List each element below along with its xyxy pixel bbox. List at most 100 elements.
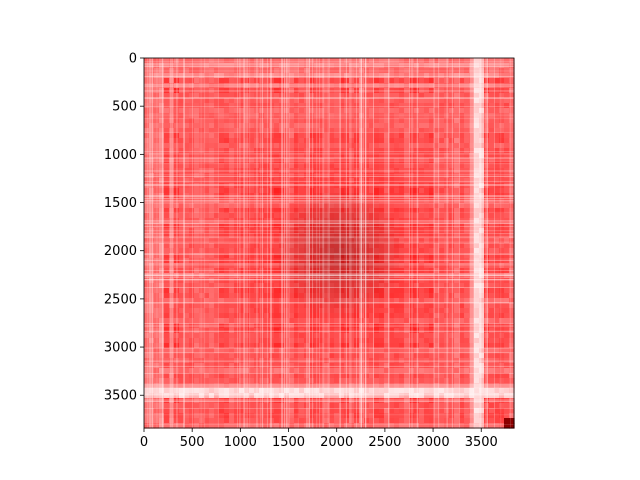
heatmap-cell bbox=[364, 273, 370, 279]
heatmap-cell bbox=[329, 118, 335, 124]
heatmap-cell bbox=[274, 298, 280, 304]
heatmap-cell bbox=[189, 283, 195, 289]
heatmap-cell bbox=[239, 363, 245, 369]
heatmap-cell bbox=[244, 183, 250, 189]
heatmap-cell bbox=[454, 333, 460, 339]
heatmap-cell bbox=[504, 253, 510, 259]
heatmap-cell bbox=[284, 238, 290, 244]
heatmap-cell bbox=[339, 213, 345, 219]
heatmap-cell bbox=[179, 288, 185, 294]
heatmap-cell bbox=[434, 383, 440, 389]
heatmap-cell bbox=[424, 188, 430, 194]
heatmap-cell bbox=[424, 158, 430, 164]
heatmap-cell bbox=[229, 88, 235, 94]
heatmap-cell bbox=[434, 273, 440, 279]
heatmap-cell bbox=[199, 348, 205, 354]
heatmap-cell bbox=[494, 268, 500, 274]
heatmap-cell bbox=[329, 353, 335, 359]
heatmap-cell bbox=[269, 158, 275, 164]
heatmap-cell bbox=[374, 283, 380, 289]
heatmap-cell bbox=[299, 83, 305, 89]
heatmap-cell bbox=[254, 328, 260, 334]
heatmap-cell bbox=[264, 233, 270, 239]
heatmap-cell bbox=[284, 343, 290, 349]
heatmap-cell bbox=[419, 213, 425, 219]
heatmap-cell bbox=[289, 313, 295, 319]
heatmap-cell bbox=[444, 93, 450, 99]
heatmap-cell bbox=[309, 358, 315, 364]
heatmap-cell bbox=[234, 168, 240, 174]
heatmap-cell bbox=[344, 88, 350, 94]
heatmap-cell bbox=[199, 363, 205, 369]
heatmap-cell bbox=[209, 373, 215, 379]
heatmap-cell bbox=[449, 108, 455, 114]
heatmap-cell bbox=[229, 223, 235, 229]
heatmap-cell bbox=[339, 133, 345, 139]
heatmap-cell bbox=[454, 263, 460, 269]
heatmap-cell bbox=[339, 383, 345, 389]
heatmap-cell bbox=[364, 318, 370, 324]
heatmap-cell bbox=[164, 143, 170, 149]
heatmap-cell bbox=[444, 388, 450, 394]
heatmap-cell bbox=[194, 158, 200, 164]
heatmap-cell bbox=[469, 128, 475, 134]
heatmap-cell bbox=[284, 83, 290, 89]
heatmap-cell bbox=[419, 343, 425, 349]
heatmap-cell bbox=[404, 303, 410, 309]
heatmap-cell bbox=[204, 343, 210, 349]
heatmap-cell bbox=[434, 113, 440, 119]
heatmap-cell bbox=[389, 113, 395, 119]
heatmap-cell bbox=[329, 358, 335, 364]
heatmap-cell bbox=[259, 93, 265, 99]
heatmap-cell bbox=[289, 83, 295, 89]
heatmap-cell bbox=[384, 333, 390, 339]
heatmap-cell bbox=[214, 118, 220, 124]
heatmap-cell bbox=[269, 353, 275, 359]
heatmap-cell bbox=[229, 198, 235, 204]
heatmap-cell bbox=[409, 343, 415, 349]
heatmap-cell bbox=[149, 108, 155, 114]
heatmap-cell bbox=[154, 393, 160, 399]
heatmap-cell bbox=[509, 73, 515, 79]
heatmap-cell bbox=[479, 363, 485, 369]
heatmap-cell bbox=[349, 83, 355, 89]
heatmap-cell bbox=[479, 373, 485, 379]
heatmap-cell bbox=[424, 323, 430, 329]
heatmap-cell bbox=[404, 228, 410, 234]
heatmap-cell bbox=[459, 78, 465, 84]
heatmap-cell bbox=[164, 243, 170, 249]
heatmap-cell bbox=[404, 368, 410, 374]
heatmap-cell bbox=[259, 368, 265, 374]
heatmap-cell bbox=[419, 363, 425, 369]
heatmap-cell bbox=[264, 283, 270, 289]
heatmap-cell bbox=[189, 338, 195, 344]
heatmap-cell bbox=[439, 243, 445, 249]
heatmap-cell bbox=[244, 128, 250, 134]
heatmap-cell bbox=[179, 308, 185, 314]
heatmap-cell bbox=[204, 163, 210, 169]
heatmap-cell bbox=[439, 298, 445, 304]
heatmap-cell bbox=[504, 233, 510, 239]
heatmap-cell bbox=[459, 228, 465, 234]
heatmap-cell bbox=[324, 58, 330, 64]
heatmap-cell bbox=[349, 168, 355, 174]
heatmap-cell bbox=[464, 178, 470, 184]
heatmap-cell bbox=[354, 358, 360, 364]
heatmap-cell bbox=[419, 138, 425, 144]
heatmap-cell bbox=[144, 238, 150, 244]
heatmap-cell bbox=[219, 298, 225, 304]
heatmap-cell bbox=[289, 273, 295, 279]
heatmap-cell bbox=[359, 183, 365, 189]
heatmap-cell bbox=[354, 78, 360, 84]
heatmap-cell bbox=[159, 173, 165, 179]
heatmap-cell bbox=[284, 383, 290, 389]
heatmap-cell bbox=[299, 183, 305, 189]
heatmap-cell bbox=[459, 98, 465, 104]
heatmap-cell bbox=[509, 303, 515, 309]
heatmap-cell bbox=[269, 373, 275, 379]
heatmap-cell bbox=[254, 258, 260, 264]
heatmap-cell bbox=[224, 153, 230, 159]
heatmap-cell bbox=[479, 208, 485, 214]
heatmap-cell bbox=[274, 358, 280, 364]
heatmap-cell bbox=[299, 68, 305, 74]
